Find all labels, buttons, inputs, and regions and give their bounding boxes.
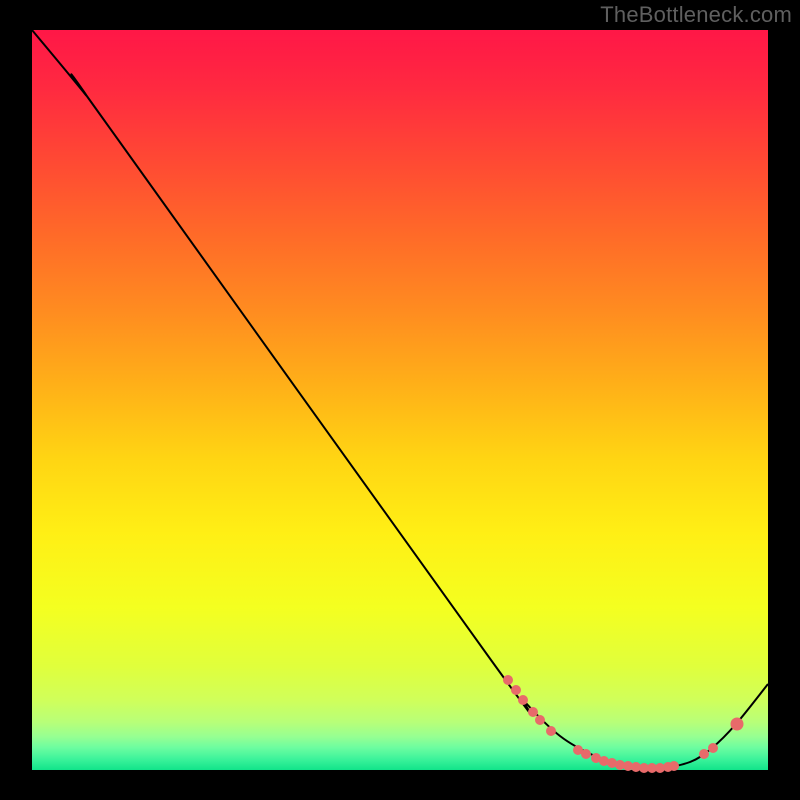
chart-container: { "watermark": { "text": "TheBottleneck.… bbox=[0, 0, 800, 800]
curve-marker bbox=[504, 676, 513, 685]
curve-marker bbox=[512, 686, 521, 695]
chart-svg bbox=[0, 0, 800, 800]
curve-marker bbox=[536, 716, 545, 725]
curve-marker bbox=[670, 762, 679, 771]
curve-marker bbox=[700, 750, 709, 759]
curve-marker bbox=[529, 708, 538, 717]
curve-marker bbox=[547, 727, 556, 736]
curve-marker bbox=[582, 750, 591, 759]
curve-marker bbox=[731, 718, 743, 730]
plot-background bbox=[32, 30, 768, 770]
watermark-text: TheBottleneck.com bbox=[600, 2, 792, 28]
curve-marker bbox=[519, 696, 528, 705]
curve-marker bbox=[709, 744, 718, 753]
